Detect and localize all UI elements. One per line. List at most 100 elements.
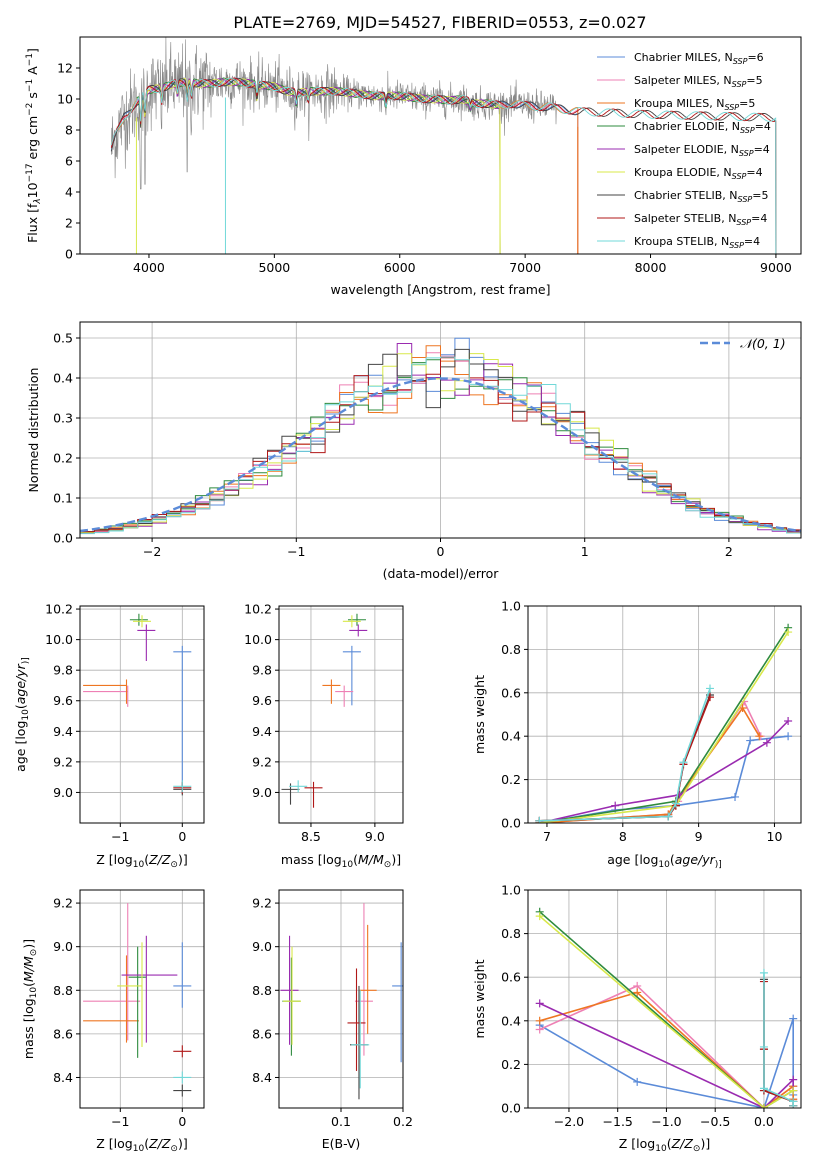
- legend-label-part: =4: [754, 143, 770, 156]
- series-marker: [633, 988, 642, 997]
- y-axis-label-part: ⊙: [29, 949, 39, 957]
- error-point: [349, 985, 368, 1100]
- x-tick-label: 8.5: [301, 829, 321, 844]
- legend-label: Chabrier MILES, NSSP=6: [634, 51, 764, 66]
- x-axis-label-part: (: [144, 852, 149, 867]
- plot-area-massweight_vs_Z: [535, 907, 798, 1108]
- y-tick-label: 9.6: [252, 693, 272, 708]
- x-tick-label: 10: [767, 829, 783, 844]
- error-point: [173, 942, 192, 1008]
- x-axis-label: Z [log10(Z/Z⊙)]: [96, 852, 187, 870]
- error-point: [347, 613, 366, 626]
- x-axis-label: wavelength [Angstrom, rest frame]: [330, 282, 550, 297]
- model-spectrum-line: [136, 77, 501, 254]
- x-tick-label: 0: [437, 544, 445, 559]
- x-axis-label: Z [log10(Z/Z⊙)]: [619, 1136, 710, 1154]
- y-tick-label: 12: [57, 61, 73, 76]
- model-spectrum-line: [110, 77, 777, 254]
- y-axis-label-part: −1: [25, 79, 35, 92]
- x-axis-label-part: Z [log: [96, 852, 132, 867]
- y-axis-label: Flux [fλ10−17 erg cm−2 s−1 A−1]: [25, 48, 43, 243]
- series-marker: [611, 801, 620, 810]
- legend-label-part: Kroupa STELIB, N: [634, 235, 729, 248]
- x-tick-label: 7: [543, 829, 551, 844]
- x-tick-label: −1.5: [603, 1114, 633, 1129]
- x-axis-label-part: (: [353, 852, 358, 867]
- y-tick-label: 0.0: [501, 1101, 521, 1116]
- y-tick-label: 8: [65, 123, 73, 138]
- y-tick-label: 0: [65, 247, 73, 262]
- y-tick-label: 2: [65, 216, 73, 231]
- x-tick-label: 5000: [258, 260, 290, 275]
- plot-area-mass_vs_ebv: [280, 903, 403, 1100]
- legend-label-part: SSP: [732, 172, 747, 181]
- x-tick-label: 0.1: [331, 1114, 351, 1129]
- y-axis-label: mass [log10(M/M⊙)]: [21, 939, 39, 1059]
- error-point: [281, 783, 300, 805]
- legend-label-part: SSP: [736, 218, 751, 227]
- x-axis-label: Z [log10(Z/Z⊙)]: [96, 1136, 187, 1154]
- y-axis-label: mass weight: [472, 675, 487, 754]
- legend-label-part: SSP: [738, 195, 753, 204]
- series-salpeter_elodie: [535, 717, 793, 823]
- x-axis-label-part: M/M: [358, 852, 384, 867]
- x-tick-label: −2: [143, 544, 161, 559]
- series-marker: [738, 703, 747, 712]
- y-tick-label: 8.6: [252, 1026, 272, 1041]
- y-tick-label: 9.8: [53, 663, 73, 678]
- x-tick-label: 8: [619, 829, 627, 844]
- series-marker: [784, 732, 793, 741]
- x-axis-label-part: )]: [178, 852, 188, 867]
- y-tick-label: 6: [65, 154, 73, 169]
- y-tick-label: 0.4: [53, 371, 73, 386]
- series-line: [763, 979, 795, 1106]
- y-tick-label: 9.0: [252, 939, 272, 954]
- legend-label-part: =5: [752, 189, 768, 202]
- model-spectrum-line: [110, 77, 579, 254]
- axes-age_vs_Z: −1 09.09.29.49.69.810.010.2Z [log10(Z/Z⊙)…: [13, 602, 205, 870]
- error-point: [117, 942, 143, 1047]
- axes-frame: [79, 36, 802, 255]
- x-tick-label: −1.0: [651, 1114, 681, 1129]
- y-tick-label: 9.2: [53, 896, 73, 911]
- model-spectrum-line: [136, 78, 501, 254]
- y-axis-label: mass weight: [472, 959, 487, 1038]
- x-tick-label: −0.5: [700, 1114, 730, 1129]
- series-line: [539, 688, 711, 822]
- y-tick-label: 10.0: [45, 632, 73, 647]
- legend-label-part: Salpeter STELIB, N: [634, 212, 736, 225]
- y-tick-label: 8.8: [53, 983, 73, 998]
- x-axis-label-part: )]: [715, 860, 722, 870]
- legend-label: Kroupa ELODIE, NSSP=4: [634, 166, 763, 181]
- series-line: [539, 1002, 795, 1108]
- series-marker: [746, 736, 755, 745]
- axes-mass_vs_Z: −1 08.48.68.89.09.2Z [log10(Z/Z⊙)]mass [l…: [21, 889, 205, 1154]
- x-axis-label-part: 10: [658, 860, 670, 870]
- legend-label: Kroupa STELIB, NSSP=4: [634, 235, 760, 250]
- x-axis-label-part: ⊙: [170, 1144, 178, 1154]
- plot-area-spectrum: [110, 37, 777, 254]
- x-axis-label-part: Z [log: [96, 1136, 132, 1151]
- y-tick-label: 9.8: [252, 663, 272, 678]
- y-axis-label-part: age/yr: [13, 663, 28, 704]
- y-tick-label: 9.4: [53, 724, 73, 739]
- y-axis-label-part: (: [13, 704, 28, 709]
- series-marker: [762, 738, 771, 747]
- y-tick-label: 9.2: [252, 754, 272, 769]
- x-tick-label: 0.0: [754, 1114, 774, 1129]
- x-tick-label: 6000: [384, 260, 416, 275]
- error-point: [83, 903, 141, 1041]
- series-line: [763, 981, 795, 1106]
- y-tick-label: 0.2: [501, 1057, 521, 1072]
- error-point: [342, 645, 361, 706]
- residual-histogram-step: [80, 356, 801, 535]
- legend-label-part: SSP: [729, 241, 744, 250]
- series-marker: [679, 758, 688, 767]
- x-axis-label: age [log10(age/yr)]: [607, 852, 722, 870]
- legend-label: Kroupa MILES, NSSP=5: [634, 97, 755, 112]
- axes-spectrum: 4000 5000 6000 7000 8000 9000 0 2 4 6 8 10 12 wavelen…: [25, 36, 802, 297]
- series-marker: [755, 732, 764, 741]
- y-tick-label: 0.4: [501, 1013, 521, 1028]
- series-marker: [671, 799, 680, 808]
